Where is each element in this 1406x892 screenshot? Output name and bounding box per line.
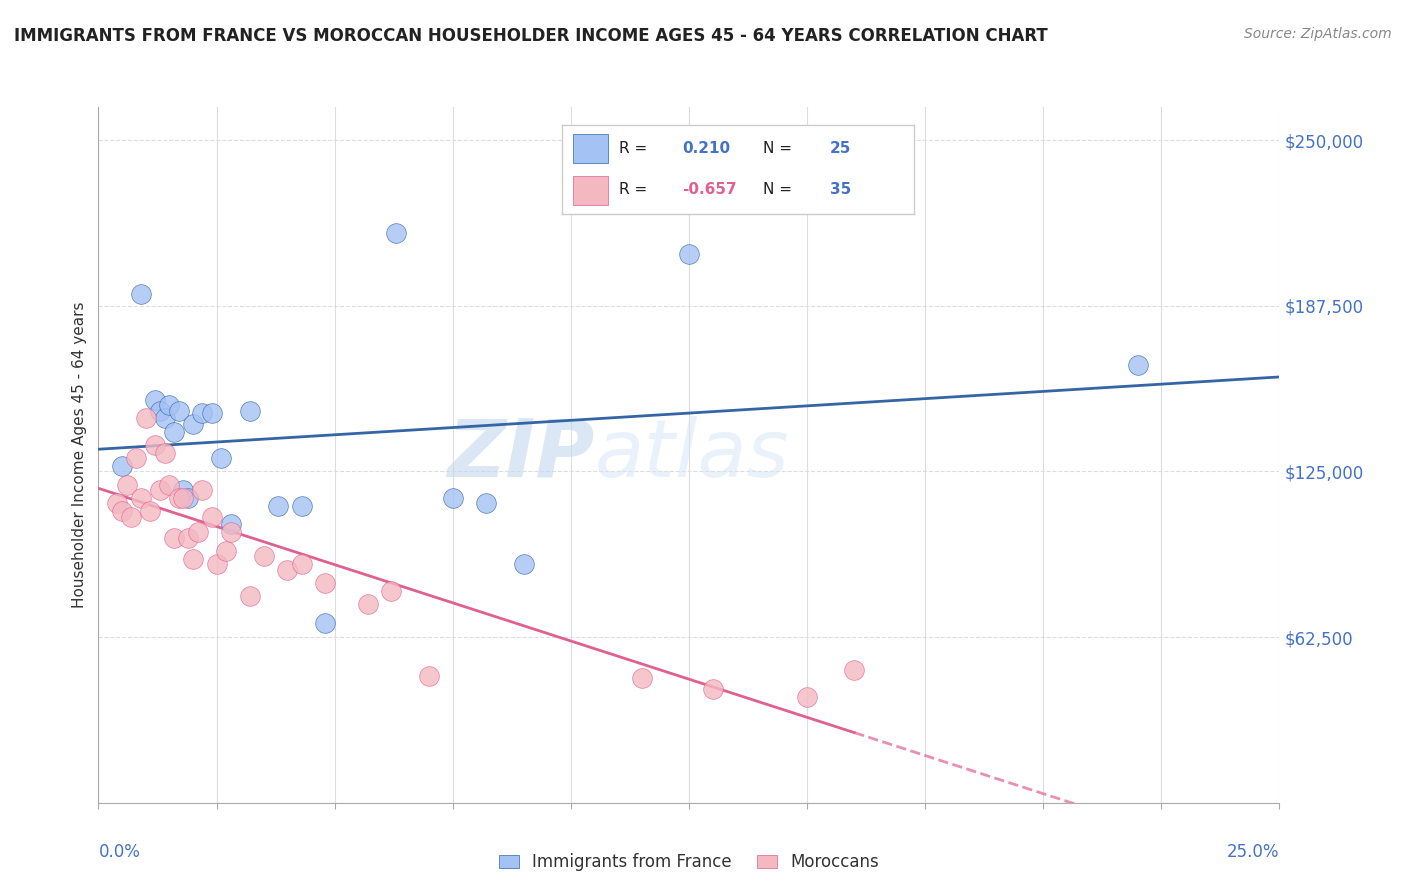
Point xyxy=(418,668,440,682)
Point xyxy=(219,517,242,532)
Point xyxy=(163,531,186,545)
Text: 25: 25 xyxy=(830,142,851,156)
Point xyxy=(314,575,336,590)
Text: R =: R = xyxy=(619,183,652,197)
Point xyxy=(153,446,176,460)
Point xyxy=(121,509,143,524)
Text: ZIP: ZIP xyxy=(447,416,595,494)
Point xyxy=(181,417,204,431)
Point xyxy=(167,403,190,417)
Bar xyxy=(574,134,607,163)
Point xyxy=(129,286,152,301)
Point xyxy=(153,411,176,425)
Point xyxy=(276,563,298,577)
Point xyxy=(630,671,652,685)
Text: 25.0%: 25.0% xyxy=(1227,843,1279,861)
Point xyxy=(157,398,180,412)
Point xyxy=(215,544,238,558)
Point xyxy=(139,504,162,518)
Point xyxy=(290,499,312,513)
Point xyxy=(290,558,312,572)
Point xyxy=(167,491,190,505)
Point xyxy=(201,509,224,524)
Point xyxy=(209,451,232,466)
Point xyxy=(314,615,336,630)
Point xyxy=(125,451,148,466)
Point xyxy=(149,483,172,497)
Point xyxy=(239,589,262,603)
Point xyxy=(191,483,214,497)
Point xyxy=(380,583,402,598)
Point xyxy=(441,491,464,505)
Text: 0.0%: 0.0% xyxy=(98,843,141,861)
Point xyxy=(172,491,194,505)
Point xyxy=(105,496,128,510)
Point xyxy=(512,558,534,572)
Point xyxy=(157,477,180,491)
Point xyxy=(385,226,408,240)
Point xyxy=(844,663,866,677)
Text: atlas: atlas xyxy=(595,416,789,494)
Point xyxy=(357,597,380,611)
Point xyxy=(219,525,242,540)
Point xyxy=(201,406,224,420)
Point xyxy=(475,496,498,510)
Point xyxy=(115,477,138,491)
Point xyxy=(253,549,276,564)
Point xyxy=(129,491,152,505)
Text: R =: R = xyxy=(619,142,652,156)
Point xyxy=(267,499,290,513)
Point xyxy=(143,438,166,452)
Point xyxy=(191,406,214,420)
Point xyxy=(111,459,134,474)
Text: 35: 35 xyxy=(830,183,851,197)
Text: N =: N = xyxy=(762,183,797,197)
Point xyxy=(187,525,209,540)
Point xyxy=(702,681,724,696)
Point xyxy=(239,403,262,417)
Point xyxy=(135,411,157,425)
Point xyxy=(163,425,186,439)
Point xyxy=(796,690,818,704)
Point xyxy=(172,483,194,497)
Text: 0.210: 0.210 xyxy=(682,142,730,156)
Point xyxy=(177,531,200,545)
Text: Source: ZipAtlas.com: Source: ZipAtlas.com xyxy=(1244,27,1392,41)
Point xyxy=(205,558,228,572)
Text: -0.657: -0.657 xyxy=(682,183,737,197)
Point xyxy=(1126,359,1149,373)
Bar xyxy=(574,176,607,205)
Point xyxy=(177,491,200,505)
Y-axis label: Householder Income Ages 45 - 64 years: Householder Income Ages 45 - 64 years xyxy=(72,301,87,608)
Point xyxy=(678,247,700,261)
Point xyxy=(181,552,204,566)
Text: N =: N = xyxy=(762,142,797,156)
Legend: Immigrants from France, Moroccans: Immigrants from France, Moroccans xyxy=(492,847,886,878)
Point xyxy=(149,403,172,417)
Point xyxy=(143,392,166,407)
Point xyxy=(111,504,134,518)
Text: IMMIGRANTS FROM FRANCE VS MOROCCAN HOUSEHOLDER INCOME AGES 45 - 64 YEARS CORRELA: IMMIGRANTS FROM FRANCE VS MOROCCAN HOUSE… xyxy=(14,27,1047,45)
